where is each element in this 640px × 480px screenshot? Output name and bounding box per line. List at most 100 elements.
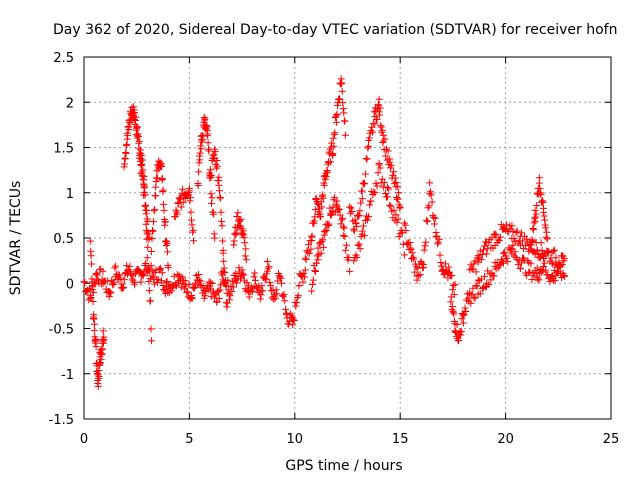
data-point: [312, 259, 320, 267]
data-point: [160, 200, 168, 208]
data-point: [195, 159, 203, 167]
data-point: [159, 186, 167, 194]
data-point: [150, 218, 158, 226]
data-point: [450, 310, 458, 318]
x-tick-label: 10: [287, 432, 304, 447]
data-point: [199, 283, 207, 291]
data-point: [375, 108, 383, 116]
data-point: [280, 290, 288, 298]
data-point: [116, 274, 124, 282]
data-point: [473, 282, 481, 290]
data-point: [516, 264, 524, 272]
data-point: [340, 224, 348, 232]
data-point: [161, 287, 169, 295]
data-point: [93, 370, 101, 378]
data-point: [140, 183, 148, 191]
data-point: [317, 213, 325, 221]
data-point: [384, 147, 392, 155]
data-point: [366, 201, 374, 209]
data-point: [157, 264, 165, 272]
data-point: [561, 272, 569, 280]
data-point: [394, 182, 402, 190]
data-point: [355, 211, 363, 219]
data-point: [532, 213, 540, 221]
data-point: [363, 155, 371, 163]
data-point: [478, 251, 486, 259]
data-point: [361, 170, 369, 178]
data-point: [236, 217, 244, 225]
data-point: [332, 118, 340, 126]
data-point: [426, 179, 434, 187]
data-point: [94, 379, 102, 387]
data-point: [369, 128, 377, 136]
data-point: [533, 264, 541, 272]
data-point: [360, 232, 368, 240]
data-point: [544, 247, 552, 255]
data-point: [304, 248, 312, 256]
data-point: [339, 223, 347, 231]
data-point: [390, 206, 398, 214]
data-point: [353, 222, 361, 230]
data-point: [214, 177, 222, 185]
data-point: [210, 230, 218, 238]
data-point: [503, 221, 511, 229]
data-point: [382, 145, 390, 153]
data-point: [179, 185, 187, 193]
data-point: [323, 166, 331, 174]
data-point: [339, 105, 347, 113]
data-point: [168, 287, 176, 295]
data-point: [150, 280, 158, 288]
data-point: [308, 232, 316, 240]
data-point: [477, 256, 485, 264]
data-point: [479, 246, 487, 254]
data-point: [276, 273, 284, 281]
data-point: [543, 228, 551, 236]
data-point: [504, 258, 512, 266]
data-point: [310, 217, 318, 225]
data-point: [327, 158, 335, 166]
data-point: [252, 276, 260, 284]
data-point: [182, 282, 190, 290]
data-point: [140, 172, 148, 180]
data-point: [474, 276, 482, 284]
data-point: [342, 241, 350, 249]
data-point: [333, 111, 341, 119]
data-point: [540, 255, 548, 263]
data-point: [118, 280, 126, 288]
data-point: [93, 269, 101, 277]
data-point: [442, 260, 450, 268]
data-point: [212, 160, 220, 168]
data-point: [402, 226, 410, 234]
data-point: [375, 95, 383, 103]
data-point: [149, 227, 157, 235]
data-point: [424, 204, 432, 212]
data-point: [553, 269, 561, 277]
chart-title: Day 362 of 2020, Sidereal Day-to-day VTE…: [53, 22, 617, 38]
data-point: [92, 270, 100, 278]
data-point: [449, 308, 457, 316]
y-axis-label: SDTVAR / TECUs: [8, 181, 24, 296]
grid: [84, 57, 611, 419]
data-point: [319, 191, 327, 199]
data-point: [135, 139, 143, 147]
data-point: [99, 327, 107, 335]
data-point: [558, 261, 566, 269]
data-point: [422, 238, 430, 246]
data-point: [213, 156, 221, 164]
data-point: [196, 282, 204, 290]
data-point: [138, 156, 146, 164]
data-point: [222, 281, 230, 289]
data-point: [355, 240, 363, 248]
data-point: [321, 175, 329, 183]
data-point: [212, 164, 220, 172]
data-point: [426, 190, 434, 198]
data-point: [137, 161, 145, 169]
data-point: [116, 271, 124, 279]
data-point: [329, 203, 337, 211]
data-point: [255, 282, 263, 290]
data-point: [211, 234, 219, 242]
data-point: [457, 331, 465, 339]
data-point: [449, 281, 457, 289]
data-point: [271, 294, 279, 302]
data-point: [278, 279, 286, 287]
